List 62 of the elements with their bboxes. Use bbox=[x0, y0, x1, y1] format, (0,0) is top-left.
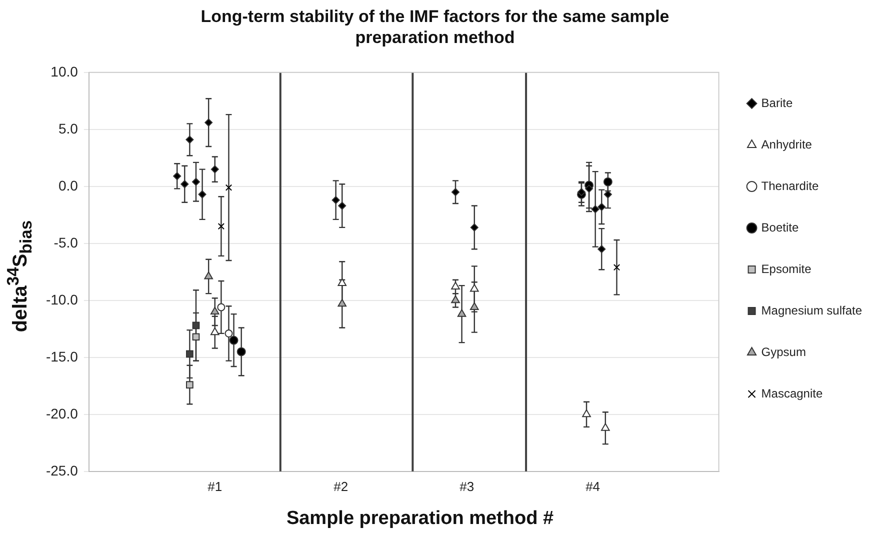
x-tick-label: #4 bbox=[586, 478, 600, 494]
point bbox=[598, 202, 606, 211]
x-tick-label: #2 bbox=[334, 478, 348, 494]
point bbox=[229, 336, 238, 345]
y-tick-label: 0.0 bbox=[58, 177, 78, 194]
point bbox=[236, 347, 246, 356]
point bbox=[332, 196, 340, 204]
point bbox=[186, 136, 194, 144]
legend-label: Anhydrite bbox=[761, 137, 812, 152]
y-tick-label: -25.0 bbox=[46, 462, 78, 478]
point bbox=[186, 350, 194, 358]
point bbox=[338, 278, 347, 286]
point bbox=[192, 178, 200, 186]
legend-label: Magnesium sulfate bbox=[761, 303, 862, 318]
legend-label: Epsomite bbox=[761, 262, 812, 276]
point bbox=[451, 295, 460, 304]
legend-label: Thenardite bbox=[761, 178, 819, 193]
point bbox=[451, 188, 460, 196]
point bbox=[577, 188, 586, 196]
point bbox=[173, 172, 182, 180]
point bbox=[198, 190, 206, 198]
legend-label: Gypsum bbox=[761, 344, 806, 359]
point bbox=[470, 284, 479, 292]
point bbox=[210, 327, 220, 336]
point bbox=[180, 180, 189, 188]
y-tick-label: 5.0 bbox=[58, 120, 78, 136]
point bbox=[338, 202, 346, 210]
y-tick-label: -15.0 bbox=[46, 348, 78, 364]
y-tick-label: -20.0 bbox=[46, 405, 78, 422]
point bbox=[585, 184, 594, 193]
x-axis-title: Sample preparation method # bbox=[285, 508, 555, 530]
y-tick-label: 10.0 bbox=[50, 63, 78, 80]
point bbox=[601, 423, 610, 431]
point bbox=[598, 245, 606, 254]
point bbox=[613, 264, 620, 271]
x-tick-label: #3 bbox=[460, 478, 474, 494]
point bbox=[603, 177, 612, 186]
point bbox=[192, 333, 200, 341]
point bbox=[225, 184, 232, 191]
point bbox=[186, 381, 194, 388]
chart-title: Long-term stability of the IMF factors for the same sample preparation method bbox=[200, 6, 670, 48]
point bbox=[470, 223, 478, 232]
point bbox=[204, 118, 213, 127]
point bbox=[210, 306, 220, 315]
legend-label: Boetite bbox=[761, 220, 799, 234]
point bbox=[451, 282, 460, 290]
point bbox=[218, 222, 225, 230]
legend-label: Mascagnite bbox=[761, 386, 823, 400]
point bbox=[204, 271, 213, 280]
point bbox=[192, 322, 200, 330]
point bbox=[338, 298, 347, 307]
y-tick-label: -10.0 bbox=[46, 291, 78, 308]
x-tick-label: #1 bbox=[208, 478, 222, 494]
point bbox=[457, 309, 466, 317]
legend-label: Barite bbox=[761, 96, 793, 110]
point bbox=[582, 409, 591, 418]
point bbox=[470, 302, 479, 310]
y-tick-label: -5.0 bbox=[54, 234, 78, 250]
point bbox=[224, 329, 233, 338]
point bbox=[217, 303, 226, 312]
point bbox=[591, 205, 600, 214]
point bbox=[210, 165, 219, 174]
